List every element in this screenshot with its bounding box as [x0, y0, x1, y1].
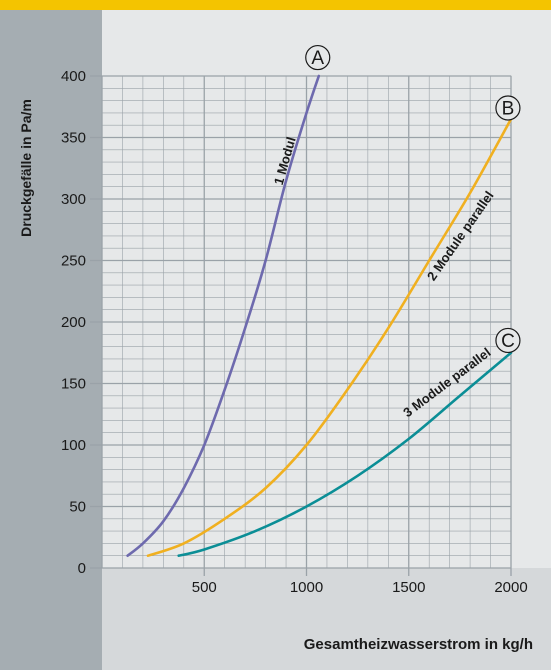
series-line-2-module-parallel — [146, 117, 513, 557]
y-tick-label: 0 — [78, 560, 86, 577]
x-tick-label: 1500 — [392, 579, 425, 596]
top-accent-bar — [0, 0, 551, 10]
series-label-1-modul: 1 Modul — [271, 135, 299, 186]
x-axis-band — [102, 568, 551, 670]
y-tick-label: 400 — [61, 68, 86, 85]
y-tick-label: 300 — [61, 191, 86, 208]
x-tick-label: 1000 — [290, 579, 323, 596]
x-tick-label: 500 — [192, 579, 217, 596]
y-tick-label: 100 — [61, 437, 86, 454]
y-tick-label: 200 — [61, 314, 86, 331]
x-axis-title: Gesamtheizwasserstrom in kg/h — [303, 636, 533, 653]
y-tick-label: 250 — [61, 253, 86, 270]
x-tick-label: 2000 — [494, 579, 527, 596]
y-axis-title: Druckgefälle in Pa/m — [18, 99, 34, 237]
series-line-1-modul — [126, 74, 321, 557]
series-marker-label-a: A — [311, 48, 324, 69]
left-panel — [0, 10, 102, 670]
y-tick-label: 150 — [61, 376, 86, 393]
series-marker-label-b: B — [502, 98, 515, 119]
series-marker-circle-b — [495, 95, 521, 121]
series-marker-circle-c — [495, 327, 521, 354]
series-marker-circle-a — [305, 44, 331, 71]
series-line-3-module-parallel — [177, 351, 513, 557]
y-tick-label: 350 — [61, 130, 86, 147]
series-label-3-module-parallel: 3 Module parallel — [400, 345, 493, 420]
y-tick-label: 50 — [69, 499, 86, 516]
series-marker-label-c: C — [501, 331, 515, 352]
